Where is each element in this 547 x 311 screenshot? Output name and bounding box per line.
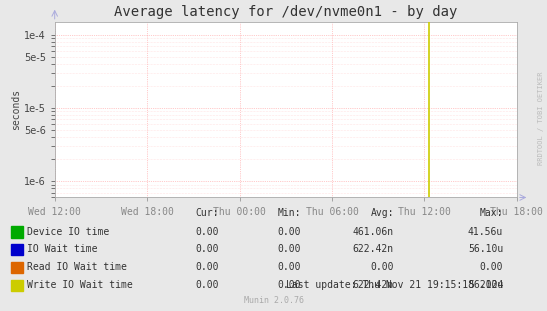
Text: 0.00: 0.00: [277, 244, 301, 254]
Text: Write IO Wait time: Write IO Wait time: [27, 281, 133, 290]
Text: 0.00: 0.00: [480, 262, 503, 272]
Text: 622.42n: 622.42n: [353, 281, 394, 290]
Text: 0.00: 0.00: [195, 227, 219, 237]
Text: 461.06n: 461.06n: [353, 227, 394, 237]
Text: RRDTOOL / TOBI OETIKER: RRDTOOL / TOBI OETIKER: [538, 72, 544, 165]
Text: Max:: Max:: [480, 208, 503, 218]
Text: 56.10u: 56.10u: [468, 281, 503, 290]
Text: Munin 2.0.76: Munin 2.0.76: [243, 296, 304, 305]
Text: Min:: Min:: [277, 208, 301, 218]
Text: IO Wait time: IO Wait time: [27, 244, 98, 254]
Text: Read IO Wait time: Read IO Wait time: [27, 262, 127, 272]
Text: 622.42n: 622.42n: [353, 244, 394, 254]
Text: 0.00: 0.00: [277, 281, 301, 290]
Text: 0.00: 0.00: [277, 262, 301, 272]
Text: 0.00: 0.00: [195, 262, 219, 272]
Text: Device IO time: Device IO time: [27, 227, 109, 237]
Text: 0.00: 0.00: [195, 281, 219, 290]
Title: Average latency for /dev/nvme0n1 - by day: Average latency for /dev/nvme0n1 - by da…: [114, 5, 457, 19]
Y-axis label: seconds: seconds: [11, 89, 21, 130]
Text: Cur:: Cur:: [195, 208, 219, 218]
Text: 41.56u: 41.56u: [468, 227, 503, 237]
Text: Last update: Thu Nov 21 19:15:18 2024: Last update: Thu Nov 21 19:15:18 2024: [286, 281, 503, 290]
Text: 0.00: 0.00: [370, 262, 394, 272]
Text: 0.00: 0.00: [195, 244, 219, 254]
Text: 0.00: 0.00: [277, 227, 301, 237]
Text: 56.10u: 56.10u: [468, 244, 503, 254]
Text: Avg:: Avg:: [370, 208, 394, 218]
